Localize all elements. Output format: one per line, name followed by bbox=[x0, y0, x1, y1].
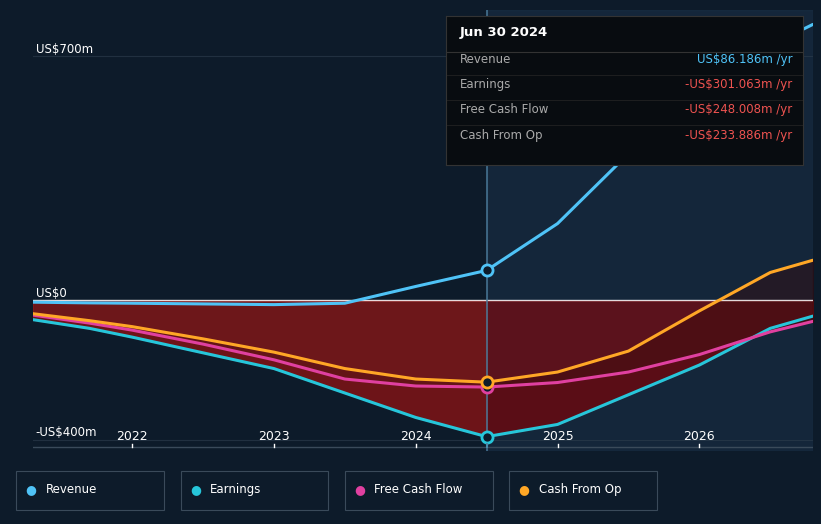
Text: 2026: 2026 bbox=[684, 430, 715, 443]
Text: 2024: 2024 bbox=[400, 430, 432, 443]
Text: ●: ● bbox=[518, 484, 530, 496]
Text: US$86.186m /yr: US$86.186m /yr bbox=[696, 52, 792, 66]
Text: ●: ● bbox=[190, 484, 201, 496]
Text: -US$301.063m /yr: -US$301.063m /yr bbox=[685, 78, 792, 91]
Text: ●: ● bbox=[354, 484, 365, 496]
Text: Jun 30 2024: Jun 30 2024 bbox=[460, 26, 548, 39]
Text: Revenue: Revenue bbox=[46, 484, 98, 496]
Text: 2025: 2025 bbox=[542, 430, 573, 443]
Text: -US$400m: -US$400m bbox=[35, 427, 97, 440]
Text: Earnings: Earnings bbox=[460, 78, 511, 91]
Text: Cash From Op: Cash From Op bbox=[539, 484, 621, 496]
Text: US$700m: US$700m bbox=[35, 43, 93, 56]
Text: Earnings: Earnings bbox=[210, 484, 262, 496]
Text: Cash From Op: Cash From Op bbox=[460, 129, 543, 141]
Text: 2023: 2023 bbox=[258, 430, 290, 443]
Text: Free Cash Flow: Free Cash Flow bbox=[374, 484, 463, 496]
Text: US$0: US$0 bbox=[35, 287, 67, 300]
Text: ●: ● bbox=[25, 484, 37, 496]
Text: Analysts Forecasts: Analysts Forecasts bbox=[498, 32, 614, 46]
Text: Free Cash Flow: Free Cash Flow bbox=[460, 103, 548, 116]
Text: -US$233.886m /yr: -US$233.886m /yr bbox=[685, 129, 792, 141]
Text: Revenue: Revenue bbox=[460, 52, 511, 66]
Text: 2022: 2022 bbox=[117, 430, 148, 443]
Bar bbox=[487, 10, 813, 451]
Text: Past: Past bbox=[449, 32, 475, 46]
Text: -US$248.008m /yr: -US$248.008m /yr bbox=[685, 103, 792, 116]
